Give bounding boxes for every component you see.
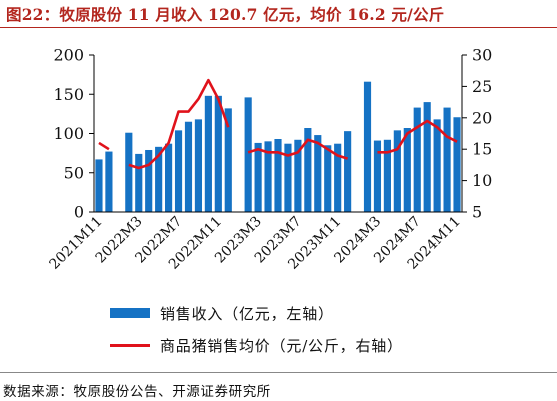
price-line-segment (98, 141, 110, 151)
legend-item-line: 商品猪销售均价（元/公斤，右轴） (110, 332, 403, 358)
right-tick-label: 30 (472, 46, 492, 65)
price-line-segment (128, 78, 230, 170)
bar-mark (363, 81, 372, 212)
bar-mark (284, 143, 292, 212)
bar-mark (145, 149, 153, 212)
bar-mark (105, 151, 113, 212)
bar-mark (155, 146, 163, 212)
left-tick-label: 0 (74, 203, 84, 222)
bar-mark (165, 143, 173, 212)
bar-mark (393, 130, 401, 212)
bar-mark (324, 145, 332, 212)
right-tick-label: 10 (472, 171, 492, 190)
plot-area: 050100150200510152025302021M112022M32022… (47, 46, 493, 273)
figure-title: 图22：牧原股份 11 月收入 120.7 亿元，均价 16.2 元/公斤 (6, 5, 445, 24)
source-note: 数据来源：牧原股份公告、开源证券研究所 (3, 384, 271, 400)
legend-line-label: 商品猪销售均价（元/公斤，右轴） (160, 336, 403, 355)
right-tick-label: 15 (472, 140, 492, 159)
bar-mark (204, 95, 212, 212)
bar-mark (413, 107, 421, 212)
legend-line-swatch (110, 343, 150, 347)
bar-mark (174, 130, 183, 212)
left-tick-label: 100 (53, 124, 84, 143)
left-tick-label: 200 (53, 46, 84, 65)
bar-mark (135, 153, 143, 212)
bar-mark (314, 135, 322, 212)
bar-mark (224, 108, 232, 212)
price-line-segment (377, 119, 458, 154)
source-divider (0, 372, 557, 373)
bar-mark (244, 97, 252, 212)
legend-bar-swatch (110, 308, 150, 318)
bar-mark (125, 132, 133, 212)
legend-item-bar: 销售收入（亿元，左轴） (110, 300, 403, 326)
bar-mark (95, 159, 103, 212)
right-tick-label: 5 (472, 203, 482, 222)
title-divider (0, 27, 557, 28)
bar-mark (344, 131, 352, 212)
bar-mark (373, 140, 382, 212)
bar-mark (294, 139, 302, 212)
bar-mark (403, 128, 411, 212)
left-tick-label: 150 (53, 85, 84, 104)
chart: 050100150200510152025302021M112022M32022… (47, 46, 493, 273)
legend: 销售收入（亿元，左轴） 商品猪销售均价（元/公斤，右轴） (110, 300, 403, 364)
bar-mark (334, 143, 342, 212)
bar-mark (304, 128, 312, 212)
legend-bar-label: 销售收入（亿元，左轴） (160, 304, 334, 323)
bar-mark (214, 95, 222, 212)
bar-mark (184, 121, 193, 212)
bar-mark (274, 139, 282, 212)
bar-mark (443, 107, 451, 212)
bar-mark (423, 102, 431, 212)
price-line-segment (247, 138, 349, 160)
right-tick-label: 20 (472, 108, 492, 127)
bar-mark (433, 119, 441, 212)
bar-mark (194, 119, 203, 212)
right-tick-label: 25 (472, 77, 492, 96)
left-tick-label: 50 (64, 163, 84, 182)
bar-mark (453, 117, 461, 212)
bar-mark (254, 142, 262, 212)
x-tick-label: 2021M11 (47, 214, 106, 273)
bar-mark (383, 139, 391, 212)
bar-mark (264, 141, 272, 212)
